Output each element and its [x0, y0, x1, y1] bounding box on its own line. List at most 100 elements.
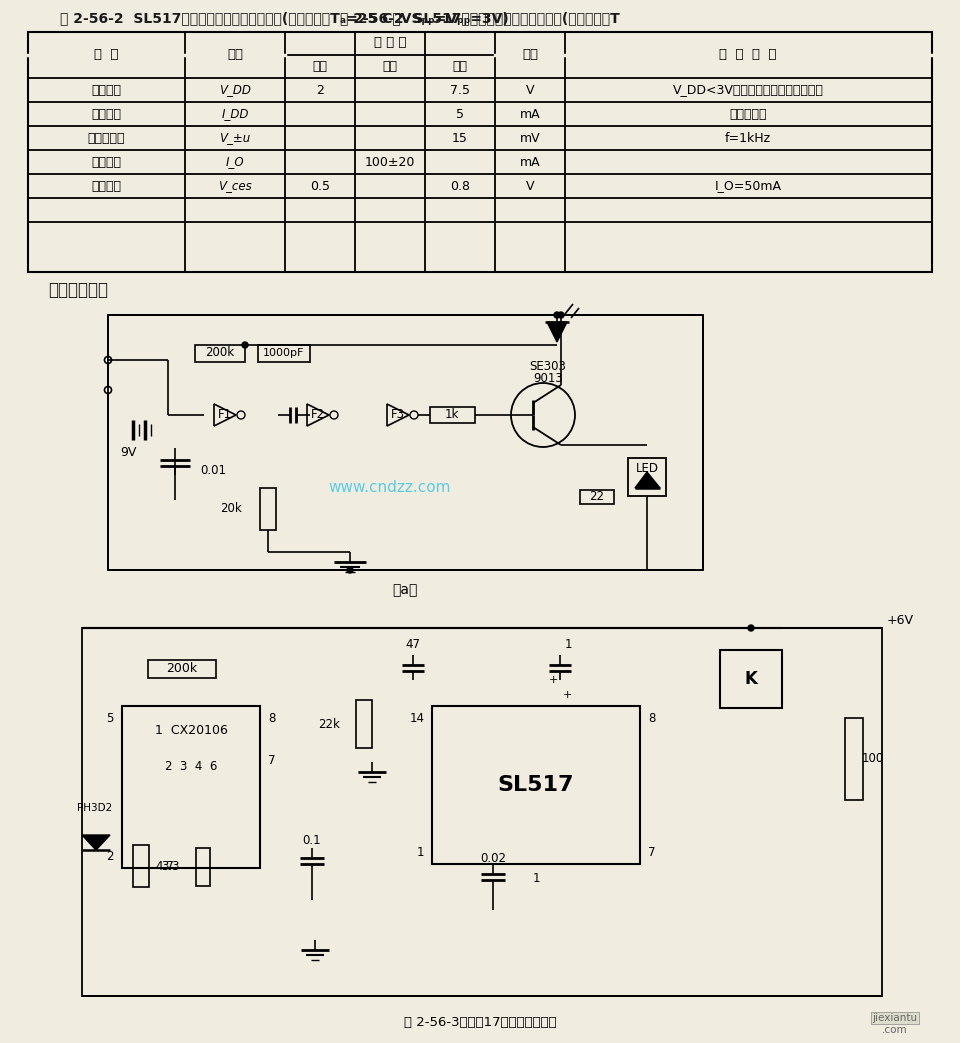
Text: 100±20: 100±20 — [365, 155, 415, 169]
Text: 9V: 9V — [120, 445, 136, 459]
Bar — [195, 345, 245, 362]
Text: 5: 5 — [456, 107, 464, 121]
Text: 饱和压降: 饱和压降 — [91, 179, 121, 193]
Bar — [720, 650, 782, 708]
Text: 20k: 20k — [220, 503, 242, 515]
Circle shape — [242, 342, 248, 348]
Text: 9013: 9013 — [533, 372, 563, 386]
Text: 0.01: 0.01 — [200, 463, 226, 477]
Text: 0.1: 0.1 — [302, 833, 322, 847]
Bar — [432, 706, 640, 864]
Bar — [148, 660, 216, 678]
Text: 0.5: 0.5 — [310, 179, 330, 193]
Text: 0.02: 0.02 — [480, 851, 506, 865]
Text: 7.5: 7.5 — [450, 83, 470, 97]
Text: 最大: 最大 — [452, 59, 468, 73]
Text: LED: LED — [636, 461, 659, 475]
Text: V_DD<3V时，驱动输出端加限流电阻: V_DD<3V时，驱动输出端加限流电阻 — [673, 83, 824, 97]
Text: 2  3  4  6: 2 3 4 6 — [165, 759, 217, 773]
Text: 最小: 最小 — [313, 59, 327, 73]
Text: 2: 2 — [107, 849, 113, 863]
Text: 5: 5 — [107, 711, 113, 725]
Bar — [260, 488, 276, 530]
Polygon shape — [635, 472, 660, 488]
Text: 22: 22 — [589, 490, 605, 504]
Bar — [196, 848, 210, 886]
Text: I_O: I_O — [226, 155, 244, 169]
Text: 1000pF: 1000pF — [263, 348, 304, 358]
Polygon shape — [82, 835, 110, 850]
Text: 47: 47 — [405, 638, 420, 652]
Text: V_±u: V_±u — [220, 131, 251, 145]
Text: F1: F1 — [218, 409, 232, 421]
Bar — [28, 32, 932, 272]
Text: 15: 15 — [452, 131, 468, 145]
Text: 表 2-56-2  SL517电气技术指标符号及参数值(除指定外，Tₐ=25 C，VSₚₚ=Vₚₚ=3V): 表 2-56-2 SL517电气技术指标符号及参数值(除指定外，Tₐ=25 C，… — [60, 11, 509, 25]
Bar — [258, 345, 310, 362]
Text: V: V — [526, 83, 535, 97]
Bar — [845, 718, 863, 800]
Text: K: K — [745, 670, 757, 688]
Bar — [82, 628, 882, 996]
Text: 符号: 符号 — [227, 49, 243, 62]
Circle shape — [105, 387, 111, 393]
Text: PH3D2: PH3D2 — [78, 803, 112, 812]
Text: V: V — [526, 179, 535, 193]
Text: F3: F3 — [391, 409, 405, 421]
Text: 1k: 1k — [444, 409, 459, 421]
Text: 典型: 典型 — [382, 59, 397, 73]
Text: SE303: SE303 — [530, 361, 566, 373]
Text: f=1kHz: f=1kHz — [725, 131, 771, 145]
Circle shape — [347, 567, 353, 573]
Text: 图 2-56-3（勘）17典型应用电路图: 图 2-56-3（勘）17典型应用电路图 — [404, 1016, 556, 1028]
Text: 100: 100 — [862, 752, 884, 766]
Bar — [356, 700, 372, 748]
Text: +6V: +6V — [887, 613, 914, 627]
Text: I_O=50mA: I_O=50mA — [714, 179, 781, 193]
Text: 2: 2 — [316, 83, 324, 97]
Text: 参 数 值: 参 数 值 — [373, 37, 406, 49]
Text: 4.7: 4.7 — [155, 859, 174, 873]
Bar — [133, 845, 149, 887]
Text: .com: .com — [882, 1025, 908, 1035]
Text: 名  称: 名 称 — [94, 49, 118, 62]
Text: 典型应用电路: 典型应用电路 — [48, 281, 108, 299]
Text: jiexiantu: jiexiantu — [873, 1013, 918, 1023]
Text: 驱动管截止: 驱动管截止 — [730, 107, 767, 121]
Text: 输出电流: 输出电流 — [91, 155, 121, 169]
Text: I_DD: I_DD — [222, 107, 249, 121]
Text: 0.8: 0.8 — [450, 179, 470, 193]
Text: mA: mA — [519, 107, 540, 121]
Text: 22k: 22k — [318, 718, 340, 730]
Text: +: + — [563, 690, 572, 700]
Text: SL517: SL517 — [497, 775, 574, 795]
Text: mV: mV — [519, 131, 540, 145]
Text: 200k: 200k — [205, 346, 234, 360]
Bar — [122, 706, 260, 868]
Text: 14: 14 — [410, 711, 424, 725]
Text: 8: 8 — [268, 711, 276, 725]
Bar — [430, 407, 475, 423]
Text: 1: 1 — [565, 638, 572, 652]
Text: 7: 7 — [648, 846, 656, 858]
Text: mA: mA — [519, 155, 540, 169]
Text: 7: 7 — [268, 754, 276, 768]
Text: 1  CX20106: 1 CX20106 — [155, 725, 228, 737]
Text: 测  试  条  件: 测 试 条 件 — [719, 49, 777, 62]
Circle shape — [748, 625, 754, 631]
Text: V_ces: V_ces — [218, 179, 252, 193]
Text: 200k: 200k — [166, 662, 198, 676]
Circle shape — [105, 357, 111, 364]
Circle shape — [554, 312, 560, 318]
Polygon shape — [547, 322, 567, 342]
Text: 3.3: 3.3 — [161, 860, 180, 873]
Text: 输入灵敏度: 输入灵敏度 — [87, 131, 125, 145]
Text: www.cndzz.com: www.cndzz.com — [328, 481, 451, 495]
Text: 电源电压: 电源电压 — [91, 83, 121, 97]
Circle shape — [558, 312, 564, 318]
Text: 单位: 单位 — [522, 49, 538, 62]
Text: +: + — [548, 675, 558, 685]
Text: （a）: （a） — [393, 583, 418, 597]
Text: V_DD: V_DD — [219, 83, 251, 97]
Bar — [108, 315, 703, 571]
